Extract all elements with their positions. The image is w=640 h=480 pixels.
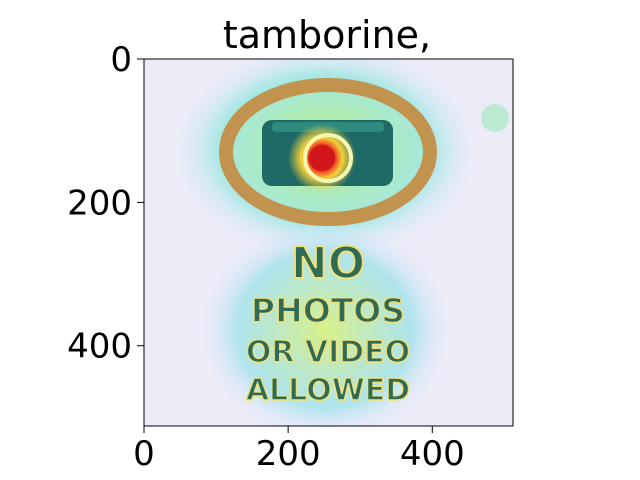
x-axis: 0 200 400 <box>133 426 465 474</box>
sign-oval-ring <box>219 78 437 226</box>
heat-blob-right <box>481 104 509 132</box>
camera-lens <box>309 145 335 171</box>
sign-text-no: NO <box>291 238 365 289</box>
sign-text-photos: PHOTOS <box>251 291 405 330</box>
chart-title: tamborine, <box>223 13 431 57</box>
axes-frame <box>143 58 514 427</box>
camera-lens-ring <box>303 133 353 183</box>
heatmap-image: NO PHOTOS OR VIDEO ALLOWED <box>144 59 513 426</box>
sign-text-allowed: ALLOWED <box>246 373 410 408</box>
y-tick-label: 400 <box>67 327 132 367</box>
y-axis: 0 200 400 <box>67 40 144 367</box>
x-tick-label: 200 <box>256 434 321 474</box>
y-tick-label: 0 <box>110 40 132 80</box>
heat-glow-text <box>200 220 450 426</box>
y-tick-label: 200 <box>67 183 132 223</box>
sign-text-or-video: OR VIDEO <box>246 335 410 370</box>
x-tick-label: 0 <box>133 434 155 474</box>
x-tick-label: 400 <box>400 434 465 474</box>
